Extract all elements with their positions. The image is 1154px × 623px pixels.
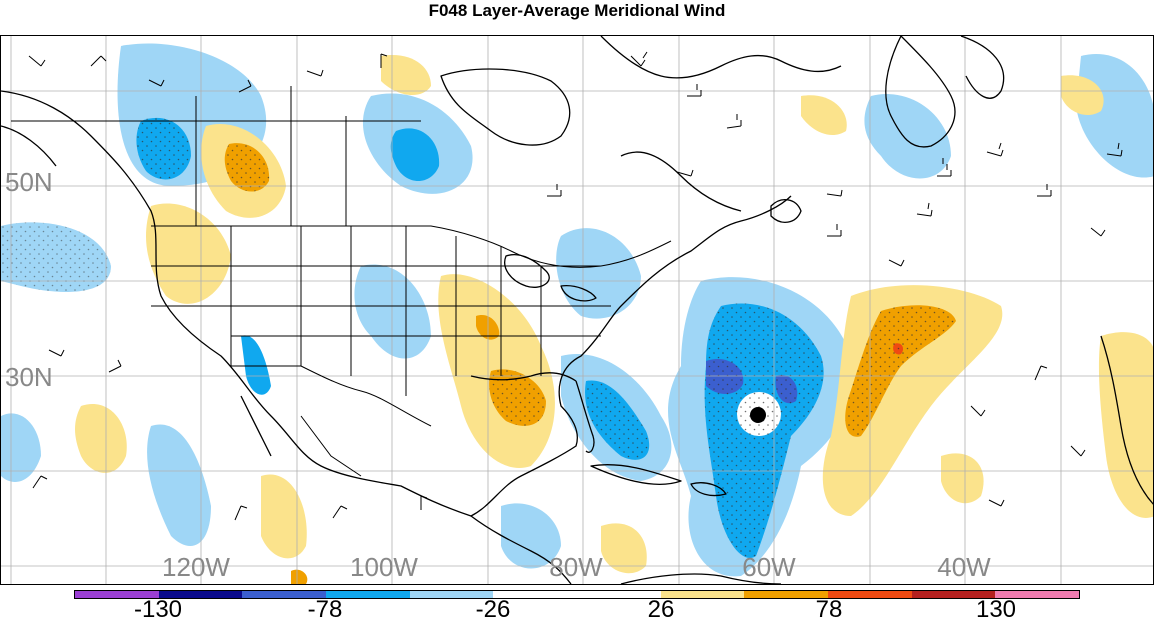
lat-label-30n: 30N [5,362,53,392]
colorbar-segment [828,591,912,598]
negative-wind-core [241,335,271,395]
colorbar-segment [660,591,745,598]
positive-wind-region [261,474,307,559]
negative-wind-region [501,503,561,569]
colorbar-segment [911,591,996,598]
positive-wind-region [75,404,127,473]
colorbar-segment [242,591,327,598]
lon-label-100w: 100W [350,552,418,582]
central-america [470,515,572,584]
map-panel: 50N 30N 120W 100W 80W 60W 40W [0,35,1154,585]
positive-wind-region [146,203,231,304]
canadian-arctic [600,36,842,79]
colorbar-label: 130 [975,596,1017,623]
greenland [885,36,956,148]
lon-label-80w: 80W [549,552,603,582]
lon-label-40w: 40W [937,552,991,582]
graticule [1,36,1153,584]
colorbar-segment [577,591,661,598]
hispaniola [690,482,727,497]
colorbar-segment [326,591,410,598]
gulf-coast [470,372,577,382]
positive-wind-region [381,55,431,96]
negative-wind-region [147,424,211,546]
map-svg [1,36,1153,584]
newfoundland [770,199,802,223]
greenland-east [960,36,1005,99]
great-lakes [504,254,550,288]
mexico-state [300,415,362,477]
negative-wind-region [1,413,41,482]
us-canada-border [151,225,672,268]
colorbar-label: -130 [133,596,183,623]
colorbar-segment [493,591,578,598]
north-america-coast [1,90,792,517]
political-borders [11,86,672,477]
colorbar-label: 26 [647,596,675,623]
positive-wind-core [291,569,308,584]
coastlines [1,36,1153,584]
positive-wind-region [1098,332,1153,518]
negative-wind-region [1076,54,1153,178]
labrador [620,151,742,212]
map-title: F048 Layer-Average Meridional Wind [428,1,726,20]
negative-wind-core [390,128,440,181]
africa-coast [1100,335,1153,505]
colorbar-segment [158,591,243,598]
wind-shading [1,43,1153,584]
positive-wind-region [601,523,647,574]
florida-coast [575,380,595,453]
lon-label-120w: 120W [162,552,230,582]
colorbar-label: -78 [307,596,343,623]
colorbar-segment [995,591,1080,598]
hudson-bay [440,68,571,146]
storm-center-marker [750,407,766,423]
colorbar [74,590,1080,599]
cuba [590,464,682,485]
alaska-coast [1,125,57,167]
colorbar-label: -26 [475,596,511,623]
south-america-coast [620,573,782,584]
us-mexico-border [231,365,432,427]
lat-label-50n: 50N [5,167,53,197]
positive-wind-region [801,95,847,136]
wind-barbs [28,51,1123,521]
negative-wind-region [556,228,641,319]
colorbar-label: 78 [815,596,843,623]
lon-label-60w: 60W [742,552,796,582]
colorbar-segment [744,591,829,598]
negative-wind-region [354,264,431,359]
negative-wind-region [864,94,951,179]
colorbar-segment [409,591,494,598]
positive-wind-region [941,453,984,504]
great-lakes [560,285,597,302]
baja [240,395,272,457]
colorbar-segment [75,591,159,598]
positive-wind-region [1061,75,1104,116]
